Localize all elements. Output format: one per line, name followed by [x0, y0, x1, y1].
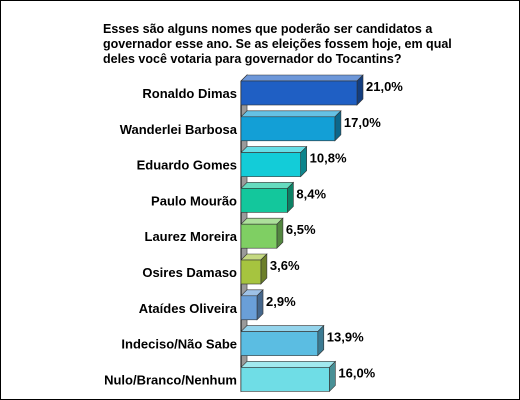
bar-top-face — [240, 182, 295, 189]
bar-group: Ataídes Oliveira 2,9% — [139, 289, 296, 321]
value-label: 10,8% — [310, 151, 347, 166]
bar-top-face — [240, 325, 325, 332]
bar-group: Nulo/Branco/Nenhum 16,0% — [104, 360, 376, 393]
category-label: Wanderlei Barbosa — [120, 122, 238, 137]
bar — [240, 295, 258, 321]
value-label: 16,0% — [338, 365, 375, 380]
bar-top-face — [240, 146, 308, 153]
bar-top-face — [240, 110, 342, 118]
value-label: 2,9% — [266, 294, 296, 309]
value-label: 6,5% — [286, 222, 316, 237]
bar — [240, 367, 330, 392]
category-label: Nulo/Branco/Nenhum — [104, 372, 237, 387]
bar — [240, 188, 288, 213]
bar-group: Ronaldo Dimas 21,0% — [142, 74, 403, 106]
value-label: 3,6% — [270, 258, 300, 273]
value-label: 21,0% — [366, 79, 403, 94]
chart-title: Esses são alguns nomes que poderão ser c… — [103, 22, 452, 66]
category-label: Osires Damaso — [142, 265, 237, 280]
category-label: Indeciso/Não Sabe — [121, 337, 237, 352]
value-label: 13,9% — [327, 330, 364, 345]
category-label: Ronaldo Dimas — [142, 86, 237, 101]
category-label: Eduardo Gomes — [137, 158, 237, 173]
bar-top-face — [240, 217, 284, 225]
bar-group: Indeciso/Não Sabe 13,9% — [121, 324, 364, 357]
bar-top-face — [240, 361, 337, 368]
category-label: Laurez Moreira — [145, 229, 238, 244]
value-label: 17,0% — [344, 115, 381, 130]
bar — [240, 331, 319, 356]
bar — [240, 223, 278, 249]
bar — [240, 259, 262, 285]
bar — [240, 116, 336, 142]
bar-group: Eduardo Gomes 10,8% — [137, 145, 347, 178]
bar-group: Wanderlei Barbosa 17,0% — [120, 110, 381, 142]
value-label: 8,4% — [296, 186, 326, 201]
bar-top-face — [240, 74, 364, 82]
category-label: Ataídes Oliveira — [139, 301, 238, 316]
bar — [240, 80, 358, 106]
bar-group: Paulo Mourão 8,4% — [151, 181, 326, 214]
bar-group: Osires Damaso 3,6% — [142, 253, 300, 285]
category-label: Paulo Mourão — [151, 193, 237, 208]
bar-group: Laurez Moreira 6,5% — [145, 217, 316, 249]
bar — [240, 152, 301, 177]
